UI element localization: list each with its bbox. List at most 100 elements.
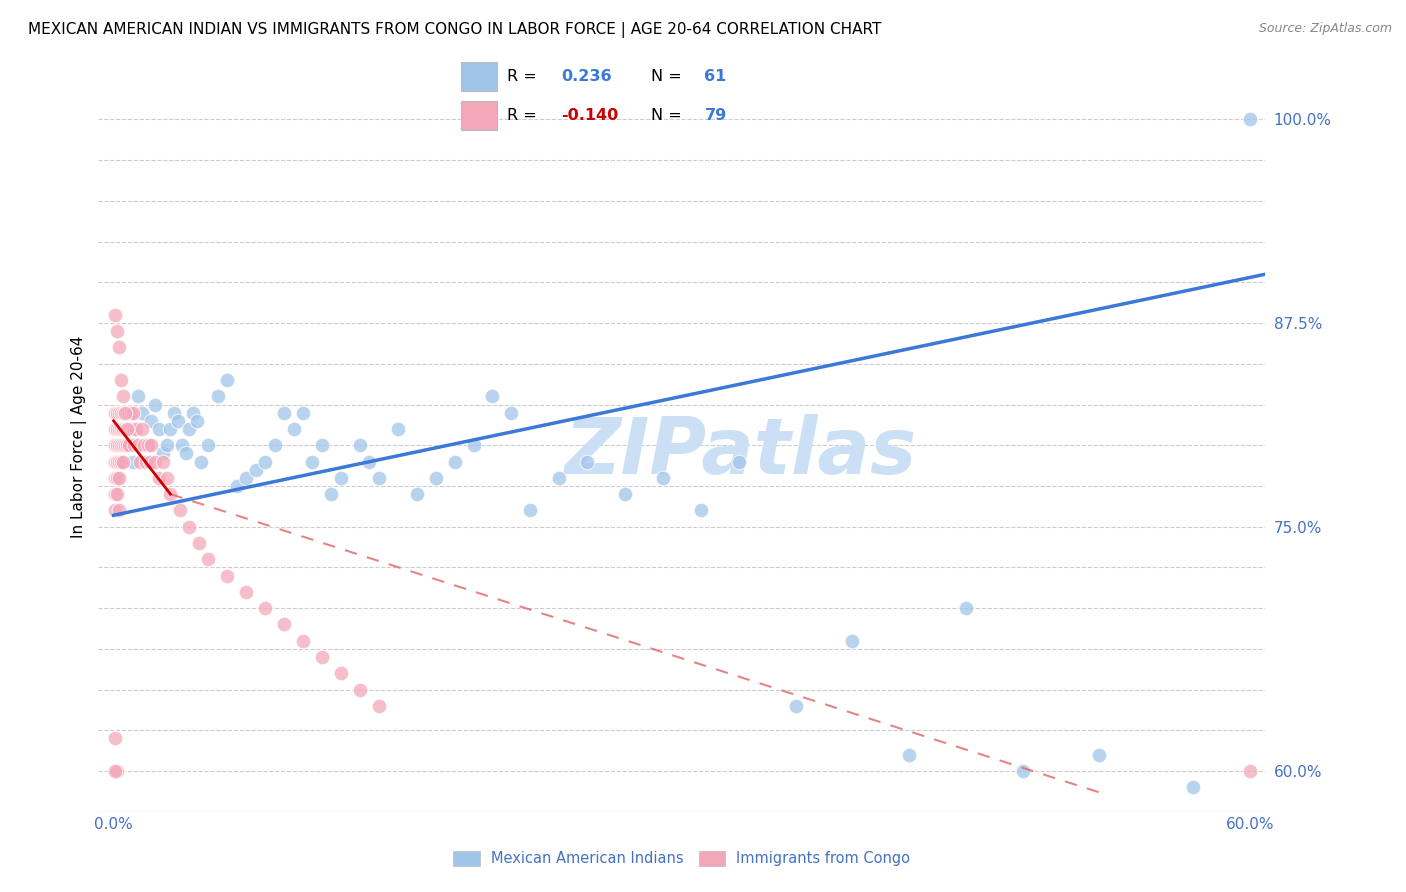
Point xyxy=(136,438,159,452)
Point xyxy=(105,764,128,778)
Y-axis label: In Labor Force | Age 20-64: In Labor Force | Age 20-64 xyxy=(72,336,87,538)
Point xyxy=(207,389,229,403)
Point xyxy=(104,503,127,517)
Point xyxy=(114,422,136,436)
Point xyxy=(115,422,138,436)
Point xyxy=(114,406,136,420)
Point xyxy=(114,438,136,452)
Point xyxy=(105,324,128,338)
Point xyxy=(141,414,163,428)
Point xyxy=(329,471,352,485)
Point xyxy=(152,446,174,460)
Point xyxy=(124,438,146,452)
Point xyxy=(235,471,257,485)
Text: N =: N = xyxy=(651,108,686,123)
Point xyxy=(131,422,153,436)
Point xyxy=(125,422,148,436)
Point xyxy=(159,487,181,501)
Point xyxy=(159,422,181,436)
Text: -0.140: -0.140 xyxy=(561,108,619,123)
Point xyxy=(110,454,132,468)
Point xyxy=(104,731,127,746)
Text: R =: R = xyxy=(508,69,543,84)
Point xyxy=(143,397,166,411)
Point xyxy=(141,438,163,452)
Point xyxy=(349,438,371,452)
Point xyxy=(254,454,277,468)
Point xyxy=(105,406,128,420)
Point xyxy=(1182,780,1205,795)
Point xyxy=(197,438,219,452)
Point xyxy=(104,406,127,420)
Text: 61: 61 xyxy=(704,69,727,84)
Point xyxy=(115,438,138,452)
Point xyxy=(1012,764,1035,778)
Point xyxy=(186,414,208,428)
Point xyxy=(405,487,427,501)
Point xyxy=(105,487,128,501)
Point xyxy=(652,471,675,485)
Point xyxy=(108,422,131,436)
Text: MEXICAN AMERICAN INDIAN VS IMMIGRANTS FROM CONGO IN LABOR FORCE | AGE 20-64 CORR: MEXICAN AMERICAN INDIAN VS IMMIGRANTS FR… xyxy=(28,22,882,38)
Point xyxy=(136,438,159,452)
Point xyxy=(329,666,352,681)
Point xyxy=(120,406,142,420)
Point xyxy=(235,584,257,599)
FancyBboxPatch shape xyxy=(461,62,496,91)
Point xyxy=(138,454,160,468)
Point xyxy=(104,308,127,322)
Point xyxy=(105,438,128,452)
Point xyxy=(519,503,541,517)
Point xyxy=(110,406,132,420)
Point xyxy=(121,454,143,468)
Point xyxy=(108,471,131,485)
Point xyxy=(104,764,127,778)
Point xyxy=(135,454,157,468)
Point xyxy=(217,568,239,582)
Point xyxy=(110,438,132,452)
Point xyxy=(898,747,921,762)
Point xyxy=(148,422,170,436)
Point xyxy=(108,438,131,452)
Point xyxy=(118,422,141,436)
Point xyxy=(104,422,127,436)
Point xyxy=(104,438,127,452)
Point xyxy=(112,454,135,468)
Point xyxy=(689,503,711,517)
Point xyxy=(359,454,381,468)
Point xyxy=(367,698,389,713)
Point xyxy=(105,471,128,485)
Text: ZIPatlas: ZIPatlas xyxy=(564,414,917,490)
Point xyxy=(152,454,174,468)
Point xyxy=(443,454,465,468)
Point xyxy=(727,454,749,468)
Point xyxy=(112,406,135,420)
Point xyxy=(115,406,138,420)
Point xyxy=(181,406,204,420)
Point xyxy=(148,471,170,485)
Point xyxy=(481,389,503,403)
Point xyxy=(254,601,277,615)
Point xyxy=(114,406,136,420)
Point xyxy=(108,406,131,420)
Point xyxy=(108,503,131,517)
Point xyxy=(614,487,637,501)
Point xyxy=(311,650,333,665)
Text: 79: 79 xyxy=(704,108,727,123)
Point xyxy=(120,422,142,436)
Point xyxy=(163,406,186,420)
Point xyxy=(501,406,523,420)
Point xyxy=(349,682,371,697)
Point xyxy=(108,438,131,452)
Legend: Mexican American Indians, Immigrants from Congo: Mexican American Indians, Immigrants fro… xyxy=(447,845,917,871)
Point xyxy=(179,519,201,533)
Point xyxy=(118,406,141,420)
Point xyxy=(112,389,135,403)
Point xyxy=(167,414,190,428)
Point xyxy=(156,438,179,452)
Point xyxy=(104,454,127,468)
Point xyxy=(1239,112,1261,127)
Point xyxy=(112,406,135,420)
Point xyxy=(121,406,143,420)
Text: 0.236: 0.236 xyxy=(561,69,612,84)
